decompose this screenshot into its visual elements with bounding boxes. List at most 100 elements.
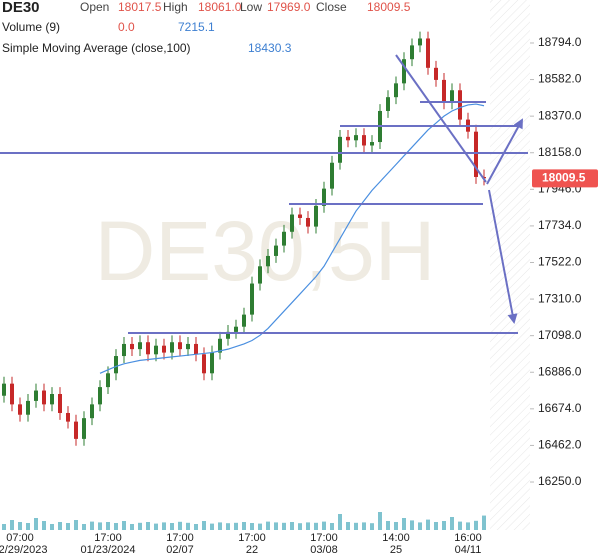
candle-body bbox=[138, 342, 142, 350]
volume-bar bbox=[146, 522, 150, 530]
candle-body bbox=[114, 356, 118, 374]
volume-value: 0.0 bbox=[118, 20, 135, 34]
volume-bar bbox=[170, 523, 174, 530]
volume-bar bbox=[362, 522, 366, 530]
volume-bar bbox=[58, 522, 62, 530]
y-tick-label: 17522.0 bbox=[538, 255, 582, 269]
y-tick-label: 16886.0 bbox=[538, 364, 582, 378]
y-tick-label: 17310.0 bbox=[538, 291, 582, 305]
drawn-arrow bbox=[486, 118, 523, 185]
volume-bar bbox=[26, 523, 30, 530]
drawings bbox=[0, 54, 528, 334]
volume-bar bbox=[138, 522, 142, 530]
candle-body bbox=[130, 343, 134, 350]
candle-body bbox=[34, 390, 38, 401]
candle-body bbox=[338, 136, 342, 163]
volume-bar bbox=[378, 512, 382, 530]
candle-body bbox=[106, 373, 110, 388]
candle-body bbox=[386, 97, 390, 111]
price-label: 18009.5 bbox=[542, 171, 586, 185]
volume-bar bbox=[162, 522, 166, 530]
candle-body bbox=[178, 342, 182, 350]
candle-body bbox=[282, 231, 286, 246]
candle-body bbox=[42, 390, 46, 405]
high-value: 18061.0 bbox=[198, 0, 242, 14]
volume-bar bbox=[466, 522, 470, 530]
y-tick-label: 18582.0 bbox=[538, 72, 582, 86]
volume-bar bbox=[394, 522, 398, 530]
candle-body bbox=[210, 352, 214, 374]
volume-bar bbox=[314, 522, 318, 530]
volume-bar bbox=[250, 523, 254, 530]
x-tick-label: 17:00 01/23/2024 bbox=[80, 532, 136, 556]
open-label: Open bbox=[80, 0, 109, 14]
volume-bar bbox=[410, 520, 414, 530]
sma-label: Simple Moving Average (close,100) bbox=[2, 41, 191, 55]
candle-body bbox=[82, 418, 86, 439]
volume-bar bbox=[98, 522, 102, 530]
volume-bar bbox=[2, 524, 6, 530]
candle-body bbox=[322, 188, 326, 206]
candle-body bbox=[170, 342, 174, 353]
close-value: 18009.5 bbox=[367, 0, 411, 14]
candle-body bbox=[346, 136, 350, 141]
volume-bar bbox=[458, 521, 462, 530]
y-tick-label: 18794.0 bbox=[538, 35, 582, 49]
volume-bar bbox=[306, 522, 310, 530]
y-tick-label: 17098.0 bbox=[538, 328, 582, 342]
future-area bbox=[490, 0, 530, 530]
candle-body bbox=[202, 354, 206, 374]
candle-body bbox=[10, 383, 14, 405]
x-tick-label: 17:00 03/08 bbox=[310, 532, 338, 556]
volume-bar bbox=[130, 524, 134, 530]
candle-body bbox=[290, 214, 294, 232]
candle-body bbox=[410, 45, 414, 60]
candle-body bbox=[266, 255, 270, 267]
watermark: DE30,5H bbox=[95, 204, 436, 298]
volume-bar bbox=[106, 522, 110, 530]
volume-bar bbox=[274, 522, 278, 530]
y-tick-label: 16462.0 bbox=[538, 438, 582, 452]
candle-body bbox=[426, 38, 430, 68]
candle-body bbox=[250, 283, 254, 315]
volume-bar bbox=[402, 518, 406, 530]
volume-bar bbox=[122, 521, 126, 530]
price-label-box bbox=[532, 169, 598, 188]
candle-body bbox=[226, 331, 230, 339]
candle-body bbox=[298, 214, 302, 218]
y-tick-label: 17734.0 bbox=[538, 218, 582, 232]
candle-body bbox=[306, 217, 310, 227]
y-tick-label: 16674.0 bbox=[538, 401, 582, 415]
candle-body bbox=[474, 131, 478, 177]
candle-body bbox=[370, 142, 374, 146]
candle-body bbox=[90, 404, 94, 419]
volume-bar bbox=[234, 522, 238, 530]
candle-body bbox=[98, 387, 102, 405]
x-tick-label: 14:00 25 bbox=[382, 532, 410, 556]
x-tick-label: 07:00 12/29/2023 bbox=[0, 532, 48, 556]
candle-body bbox=[146, 342, 150, 355]
candle-body bbox=[402, 59, 406, 84]
x-tick-label: 16:00 04/11 bbox=[454, 532, 482, 556]
low-label: Low bbox=[240, 0, 262, 14]
volume-bar bbox=[346, 522, 350, 530]
volume-bar bbox=[338, 514, 342, 530]
volume-bar bbox=[202, 521, 206, 530]
volume-bar bbox=[154, 523, 158, 530]
candle-body bbox=[162, 345, 166, 353]
volume-bar bbox=[442, 521, 446, 530]
sma-line bbox=[99, 103, 485, 374]
sma-value: 18430.3 bbox=[248, 41, 292, 55]
candle-body bbox=[218, 338, 222, 353]
y-tick-label: 18158.0 bbox=[538, 145, 582, 159]
candle-body bbox=[154, 345, 158, 355]
volume-bar bbox=[90, 521, 94, 530]
volume-bar bbox=[434, 522, 438, 530]
volume-bar bbox=[418, 522, 422, 530]
candle-body bbox=[450, 90, 454, 103]
candle-body bbox=[66, 412, 70, 422]
candle-body bbox=[234, 326, 238, 332]
candle-body bbox=[50, 394, 54, 405]
y-tick-label: 16250.0 bbox=[538, 474, 582, 488]
